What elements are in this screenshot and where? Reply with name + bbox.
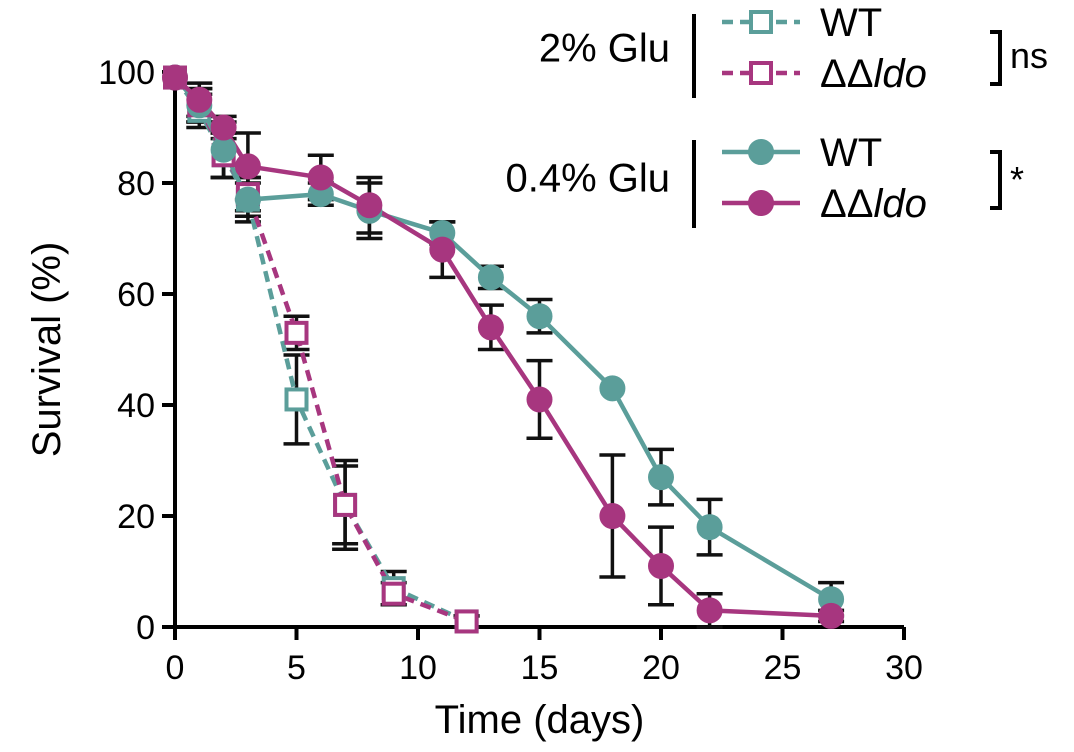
x-tick-label: 25: [764, 649, 802, 687]
legend-entry-prefix: ΔΔ: [820, 52, 873, 96]
data-markers: [162, 64, 845, 634]
legend-condition-label: 2% Glu: [539, 27, 670, 71]
x-tick-label: 30: [885, 649, 923, 687]
significance-bracket: [990, 150, 1002, 210]
data-point-wt_04: [477, 264, 504, 291]
data-point-wt_04: [648, 464, 674, 491]
legend-sample-marker: [749, 10, 773, 34]
data-point-ldo_04: [477, 314, 504, 341]
y-tick-label: 100: [98, 54, 155, 92]
data-point-ldo_04: [210, 114, 237, 141]
data-point-ldo_2: [381, 581, 406, 606]
data-point-wt_04: [526, 303, 553, 330]
legend-entry-italic: ldo: [873, 52, 926, 96]
data-point-ldo_2: [333, 492, 358, 517]
x-tick-label: 15: [521, 649, 559, 687]
significance-bracket: [990, 30, 1002, 86]
data-point-ldo_04: [526, 386, 553, 413]
legend-condition-label: 0.4% Glu: [505, 157, 670, 201]
data-point-ldo_04: [162, 64, 188, 91]
data-point-wt_04: [599, 375, 626, 402]
data-point-ldo_04: [648, 552, 674, 579]
significance-label: ns: [1010, 35, 1048, 76]
x-axis-title: Time (days): [435, 698, 645, 742]
series-line-ldo_04: [173, 75, 832, 619]
legend-entry-text: WT: [820, 131, 882, 175]
data-point-ldo_04: [599, 503, 626, 529]
data-point-ldo_04: [307, 164, 334, 191]
y-tick-label: 60: [117, 276, 155, 314]
data-point-ldo_2: [454, 609, 479, 634]
data-point-wt_04: [234, 186, 261, 213]
legend-entry-label: ΔΔldo: [820, 52, 927, 96]
data-point-wt_04: [210, 136, 237, 163]
data-point-ldo_04: [429, 236, 456, 263]
legend-entry-text: WT: [820, 1, 882, 45]
legend-sample-marker: [748, 190, 774, 216]
x-tick-label: 20: [642, 649, 680, 687]
y-axis-title: Survival (%): [25, 242, 69, 458]
data-point-ldo_04: [696, 597, 723, 624]
legend-sample-marker: [749, 61, 773, 85]
y-tick-label: 80: [117, 165, 155, 203]
data-point-ldo_04: [356, 192, 383, 219]
data-point-ldo_2: [284, 320, 309, 345]
legend-entry-prefix: ΔΔ: [820, 182, 873, 226]
legend-entry-label: ΔΔldo: [820, 182, 927, 226]
legend-entry-label: WT: [820, 131, 882, 175]
data-point-wt_04: [696, 514, 723, 541]
data-point-ldo_04: [186, 86, 213, 113]
legend-sample-marker: [748, 139, 774, 165]
data-point-wt_2: [284, 387, 309, 412]
series-line-wt_04: [173, 76, 833, 602]
y-tick-label: 20: [117, 498, 155, 536]
y-tick-label: 0: [136, 609, 155, 647]
legend-entry-label: WT: [820, 1, 882, 45]
data-point-ldo_04: [234, 153, 261, 180]
x-tick-label: 5: [287, 649, 306, 687]
x-tick-label: 10: [399, 649, 437, 687]
data-point-ldo_04: [818, 602, 845, 629]
significance-label: *: [1010, 159, 1024, 200]
legend-entry-italic: ldo: [873, 182, 926, 226]
y-tick-label: 40: [117, 387, 155, 425]
axes: 0 5 10 15 20 25 30 0 20 40 60 80 100 Time (days) Survi…: [25, 54, 923, 742]
x-tick-label: 0: [166, 649, 185, 687]
